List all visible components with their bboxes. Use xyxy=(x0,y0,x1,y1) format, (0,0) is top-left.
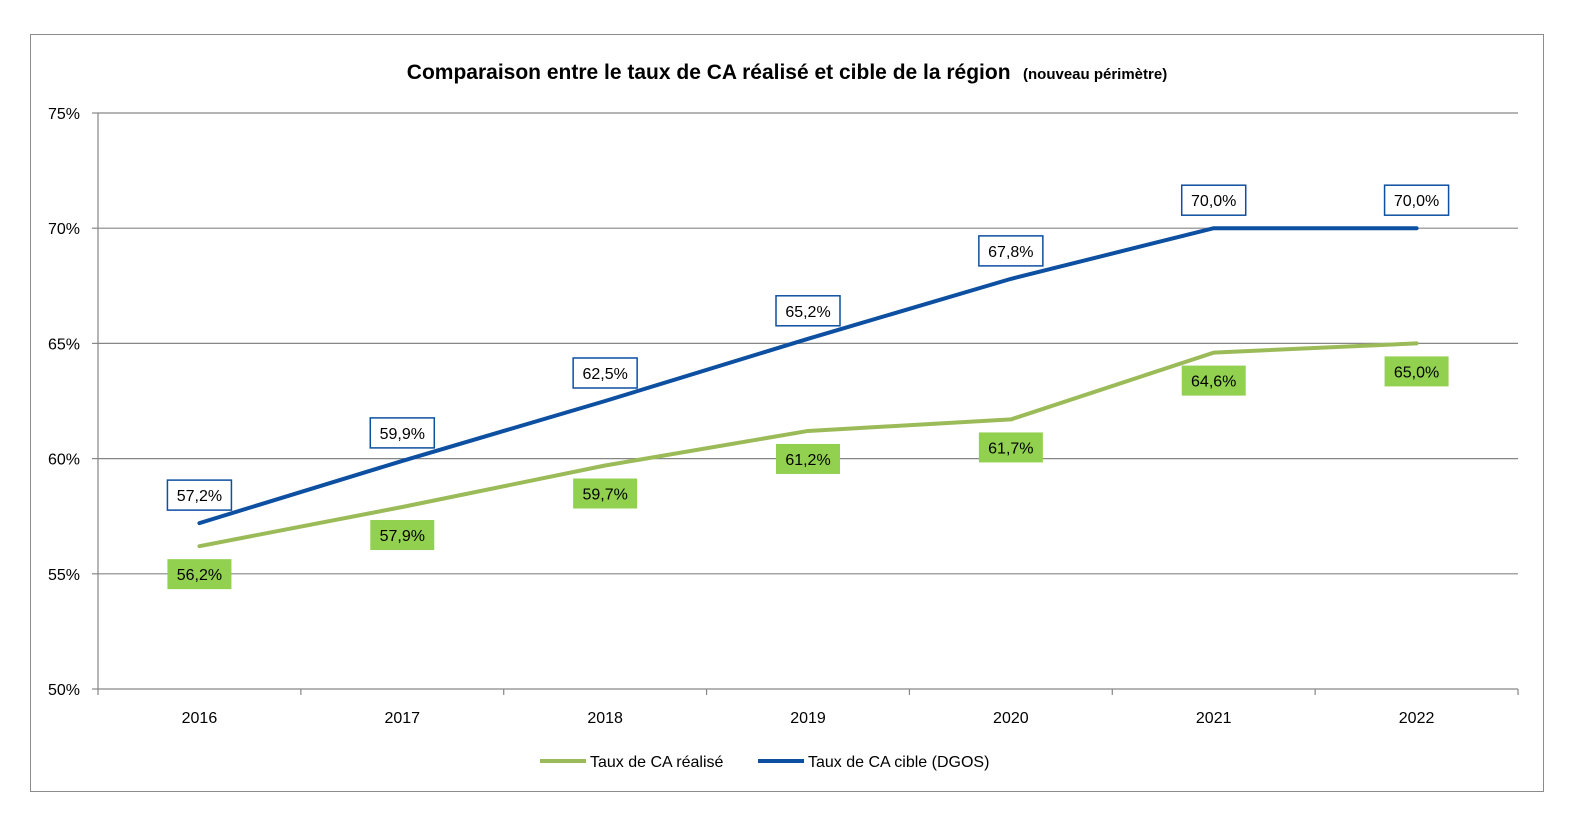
data-label-box xyxy=(776,443,840,474)
x-tick-label: 2019 xyxy=(790,710,826,727)
data-label-box xyxy=(167,559,232,590)
data-label: 57,9% xyxy=(370,519,435,550)
data-label: 67,8% xyxy=(978,235,1044,267)
series-line-2 xyxy=(197,226,1419,526)
x-tick-label: 2017 xyxy=(384,710,420,727)
data-label: 70,0% xyxy=(1383,184,1450,216)
data-label: 57,2% xyxy=(166,479,233,511)
data-label-box xyxy=(1181,365,1246,396)
data-label: 65,2% xyxy=(775,295,841,327)
legend-label: Taux de CA cible (DGOS) xyxy=(808,754,989,771)
data-label-text: 70,0% xyxy=(1191,193,1236,210)
data-label-text: 59,7% xyxy=(582,487,627,504)
legend-item-1: Taux de CA réalisé xyxy=(540,754,724,771)
y-tick-label: 70% xyxy=(48,221,80,238)
x-tick-label: 2016 xyxy=(182,710,218,727)
y-tick-label: 50% xyxy=(48,682,80,699)
data-label: 65,0% xyxy=(1384,356,1449,387)
y-tick-label: 60% xyxy=(48,452,80,469)
data-label-text: 59,9% xyxy=(380,426,425,443)
series-line-1 xyxy=(197,341,1419,549)
chart-title: Comparaison entre le taux de CA réalisé … xyxy=(407,61,1167,84)
data-label-box xyxy=(978,432,1043,463)
data-label-box xyxy=(573,478,638,509)
data-label: 56,2% xyxy=(167,559,232,590)
data-label-text: 61,7% xyxy=(988,440,1033,457)
data-label-box xyxy=(369,417,436,449)
data-label-text: 70,0% xyxy=(1394,193,1439,210)
data-label-text: 65,0% xyxy=(1394,364,1439,381)
data-labels: 56,2% 57,9% 59,7% 61,2% 61,7% 64,6% 65,0% 57,2%… xyxy=(166,184,1450,590)
data-label-text: 57,2% xyxy=(177,488,222,505)
data-label-box xyxy=(1384,356,1449,387)
data-label-text: 62,5% xyxy=(582,366,627,383)
data-label: 61,7% xyxy=(978,432,1043,463)
data-label-box xyxy=(1383,184,1450,216)
data-label-box xyxy=(370,519,435,550)
x-tick-label: 2021 xyxy=(1196,710,1232,727)
chart-title-main: Comparaison entre le taux de CA réalisé … xyxy=(407,61,1011,84)
chart-frame xyxy=(30,34,1544,792)
data-label-box xyxy=(572,357,638,389)
data-label: 64,6% xyxy=(1181,365,1246,396)
legend-item-2: Taux de CA cible (DGOS) xyxy=(758,754,989,771)
data-label-text: 56,2% xyxy=(177,567,222,584)
x-tick-label: 2018 xyxy=(587,710,623,727)
data-label: 61,2% xyxy=(776,443,840,474)
data-label-box xyxy=(775,295,841,327)
data-label-text: 64,6% xyxy=(1191,374,1236,391)
data-label-box xyxy=(1180,184,1247,216)
data-label-text: 67,8% xyxy=(988,244,1033,261)
data-label-text: 65,2% xyxy=(785,304,830,321)
y-tick-label: 65% xyxy=(48,336,80,353)
axes: 50% 55% 60% 65% 70% 75% 2016 2017 2018 2019 2020 20… xyxy=(48,106,1519,727)
legend: Taux de CA réalisé Taux de CA cible (DGOS… xyxy=(540,754,989,771)
x-tick-label: 2022 xyxy=(1399,710,1435,727)
chart-title-subtitle: (nouveau périmètre) xyxy=(1023,66,1167,83)
legend-label: Taux de CA réalisé xyxy=(590,754,724,771)
data-label: 59,9% xyxy=(369,417,436,449)
data-label-text: 57,9% xyxy=(380,528,425,545)
data-label: 62,5% xyxy=(572,357,638,389)
gridlines xyxy=(98,112,1518,575)
series-lines xyxy=(197,226,1419,549)
data-label: 70,0% xyxy=(1180,184,1247,216)
data-label-text: 61,2% xyxy=(785,452,830,469)
y-tick-label: 75% xyxy=(48,106,80,123)
y-tick-label: 55% xyxy=(48,567,80,584)
x-tick-label: 2020 xyxy=(993,710,1029,727)
data-label-box xyxy=(978,235,1044,267)
data-label-box xyxy=(166,479,233,511)
data-label: 59,7% xyxy=(573,478,638,509)
